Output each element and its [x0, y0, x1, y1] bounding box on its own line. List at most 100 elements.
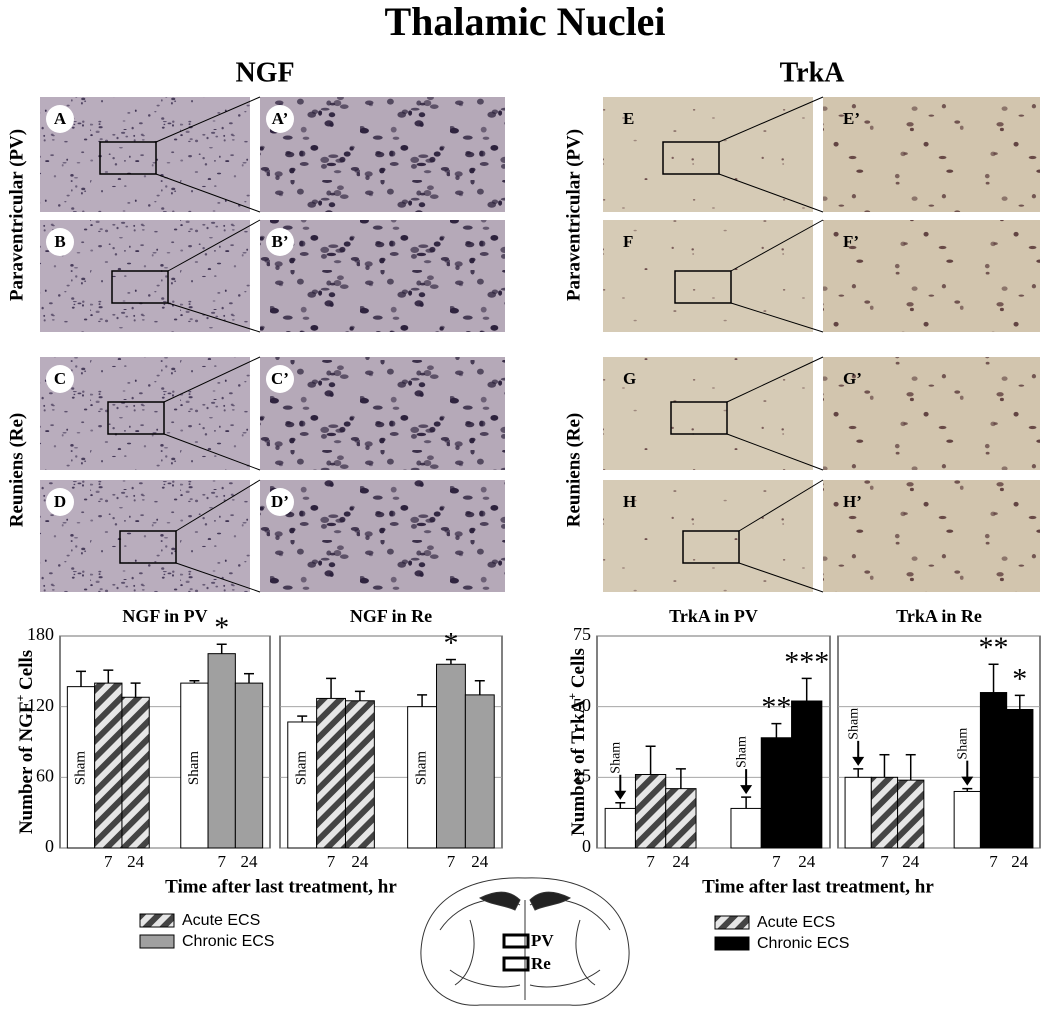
legend-label: Acute ECS — [757, 914, 835, 931]
zoom-line — [726, 433, 824, 471]
panel-label: C — [54, 369, 66, 388]
chart-title: NGF in PV — [122, 606, 207, 626]
significance: ** — [979, 631, 1009, 664]
sham-label: Sham — [414, 751, 430, 786]
zoom-line — [726, 356, 824, 403]
x-tick-label: 24 — [351, 852, 369, 871]
zoom-line — [175, 562, 261, 593]
inset-box — [674, 270, 732, 304]
zoom-line — [718, 96, 824, 143]
bar — [953, 790, 981, 849]
chart-title: TrkA in PV — [669, 606, 758, 626]
bar — [287, 721, 318, 849]
panel-label: H — [623, 492, 636, 511]
panel-label-bg — [46, 228, 74, 256]
zoom-line — [167, 302, 261, 333]
sham-label: Sham — [186, 751, 202, 786]
panel-label: D’ — [271, 492, 289, 511]
y-tick-label: 25 — [573, 765, 591, 785]
bar — [464, 694, 495, 849]
micrograph — [603, 480, 813, 592]
micrograph-zoom — [260, 220, 505, 332]
significance: ** — [761, 691, 791, 724]
column-header: TrkA — [780, 57, 846, 88]
legend-swatch — [714, 915, 750, 930]
zoom-line — [155, 173, 261, 213]
panel-label-bg — [266, 105, 294, 133]
bar — [94, 682, 123, 849]
y-tick-label: 50 — [573, 695, 591, 715]
micrograph — [603, 97, 813, 212]
x-axis-label: Time after last treatment, hr — [702, 876, 934, 897]
panel-label: G — [623, 369, 636, 388]
x-tick-label: 7 — [327, 852, 336, 871]
diagram-label: Re — [531, 954, 551, 973]
legend-swatch — [139, 934, 175, 949]
y-tick-label: 180 — [27, 624, 54, 644]
inset-box — [119, 530, 177, 564]
x-tick-label: 7 — [217, 852, 226, 871]
panel-label: G’ — [843, 369, 862, 388]
zoom-line — [730, 219, 824, 272]
x-tick-label: 24 — [1011, 852, 1029, 871]
legend-swatch — [714, 936, 750, 951]
micrograph-zoom — [260, 97, 505, 212]
zoom-line — [163, 356, 261, 403]
bar — [344, 700, 375, 849]
bar — [634, 774, 667, 849]
panel-label-bg — [46, 488, 74, 516]
column-header: NGF — [235, 57, 294, 88]
sham-label: Sham — [609, 742, 624, 774]
diagram-label: PV — [531, 931, 554, 950]
x-tick-label: 24 — [798, 852, 816, 871]
micrograph — [40, 357, 250, 470]
sham-label: Sham — [955, 728, 970, 760]
chart-title: TrkA in Re — [896, 606, 982, 626]
sham-label: Sham — [294, 751, 310, 786]
bar — [730, 807, 762, 849]
bar — [180, 682, 209, 849]
y-axis-label-part: Number of TrkA — [568, 699, 589, 835]
legend-label: Chronic ECS — [182, 933, 274, 950]
micrograph-zoom — [260, 357, 505, 470]
panel-label: A’ — [272, 109, 289, 128]
zoom-line — [738, 479, 824, 532]
panel-label-bg — [266, 228, 294, 256]
y-axis-label-part: Number of NGF — [16, 702, 37, 835]
inset-box — [670, 401, 728, 435]
micrograph-zoom — [260, 480, 505, 592]
x-tick-label: 24 — [127, 852, 145, 871]
panel-label-bg — [266, 488, 294, 516]
panel-label-bg — [266, 365, 294, 393]
micrograph-zoom — [823, 220, 1040, 332]
row-label: Reuniens (Re) — [563, 413, 584, 528]
micrograph-zoom — [823, 480, 1040, 592]
x-tick-label: 7 — [880, 852, 889, 871]
micrograph — [603, 220, 813, 332]
sham-arrowhead — [961, 776, 974, 786]
zoom-line — [163, 433, 261, 471]
y-tick-label: 60 — [36, 765, 54, 785]
zoom-line — [738, 562, 824, 593]
y-axis-label-part: + — [13, 695, 27, 702]
panel-label: F — [623, 232, 633, 251]
sham-label: Sham — [734, 736, 749, 768]
bar — [979, 692, 1008, 849]
bar — [870, 776, 899, 849]
x-tick-label: 24 — [241, 852, 259, 871]
sham-label: Sham — [846, 708, 861, 740]
y-tick-label: 0 — [45, 836, 54, 856]
inset-box — [99, 141, 157, 175]
micrograph — [40, 220, 250, 332]
panel-label: D — [54, 492, 66, 511]
zoom-line — [167, 219, 261, 272]
y-tick-label: 0 — [582, 836, 591, 856]
zoom-line — [730, 302, 824, 333]
significance: * — [443, 626, 458, 659]
sham-label: Sham — [72, 751, 88, 786]
row-label: Paraventricular (PV) — [6, 129, 27, 301]
micrograph-zoom — [823, 97, 1040, 212]
